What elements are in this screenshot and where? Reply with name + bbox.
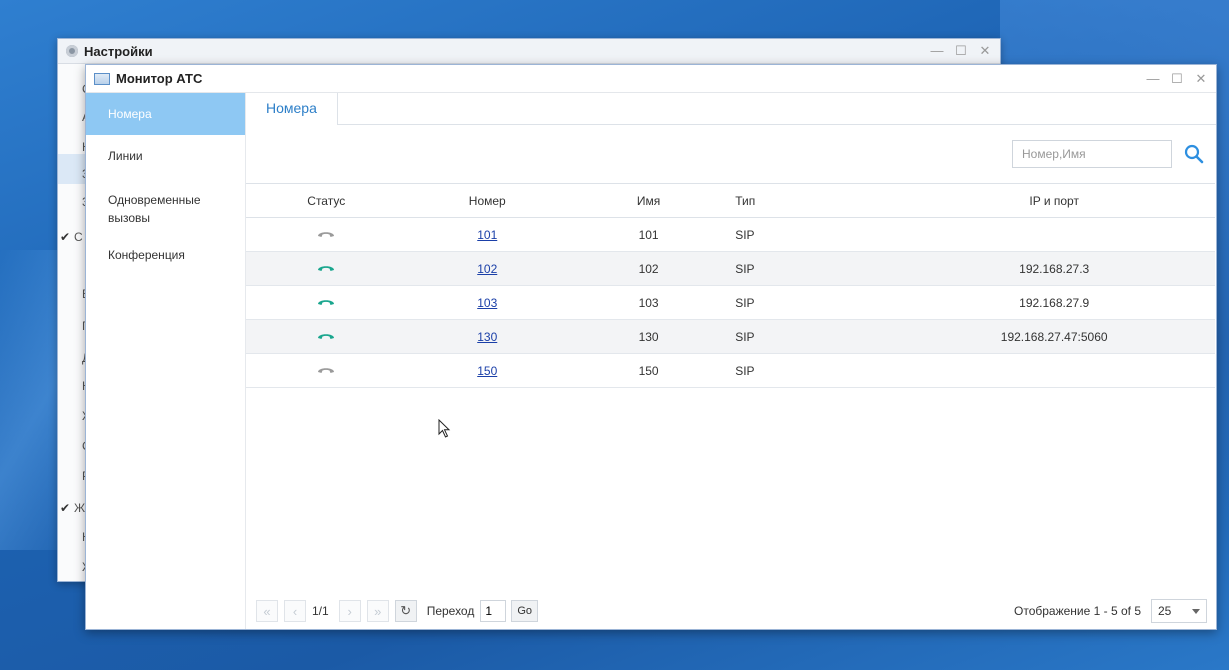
search-input[interactable]: [1012, 140, 1172, 168]
type-cell: SIP: [729, 319, 894, 354]
display-info: Отображение 1 - 5 of 5: [1014, 604, 1141, 618]
monitor-sidebar: Номера Линии Одновременные вызовы Конфер…: [86, 93, 246, 629]
phone-handset-icon: [318, 231, 335, 237]
goto-page-input[interactable]: [480, 600, 507, 622]
ip-port-cell: 192.168.27.3: [893, 251, 1215, 286]
next-page-icon[interactable]: ›: [338, 600, 361, 622]
number-cell: 102: [406, 251, 568, 286]
sidebar-item-lines[interactable]: Линии: [108, 149, 143, 163]
status-cell: [246, 217, 407, 252]
phone-handset-icon: [318, 299, 335, 305]
goto-label: Переход: [426, 604, 475, 618]
settings-titlebar[interactable]: Настройки — ☐ ✕: [58, 39, 1000, 64]
settings-sidebar-selection: [58, 154, 86, 184]
main-content: Номера Статус Номер Имя Тип IP и порт 10…: [246, 93, 1216, 629]
first-page-icon[interactable]: «: [256, 600, 278, 622]
tab-bar: Номера: [246, 93, 1216, 125]
monitor-titlebar[interactable]: Монитор АТС — ☐ ✕: [86, 65, 1216, 93]
chevron-down-icon[interactable]: ✔: [60, 501, 71, 515]
settings-sidebar-group[interactable]: C: [74, 230, 83, 244]
extension-number-link[interactable]: 150: [477, 363, 498, 378]
column-header-name[interactable]: Имя: [567, 183, 730, 218]
tab-numbers[interactable]: Номера: [246, 93, 338, 125]
page-size-select[interactable]: 25: [1151, 599, 1207, 623]
extension-number-link[interactable]: 130: [477, 329, 498, 344]
column-header-ip-port[interactable]: IP и порт: [893, 183, 1215, 218]
extension-number-link[interactable]: 102: [477, 261, 498, 276]
page-size-value: 25: [1158, 604, 1172, 618]
column-header-number[interactable]: Номер: [406, 183, 568, 218]
type-cell: SIP: [729, 285, 894, 320]
pagination: « ‹ 1/1 › » ↻ Переход Go: [256, 599, 539, 623]
phone-handset-icon: [318, 333, 335, 339]
settings-window-title: Настройки: [84, 43, 153, 59]
maximize-icon[interactable]: ☐: [1171, 70, 1183, 86]
phone-handset-icon: [318, 265, 335, 271]
status-cell: [246, 319, 407, 354]
minimize-icon[interactable]: —: [1146, 70, 1160, 86]
mouse-cursor-icon: [438, 419, 451, 438]
pbx-monitor-window: Монитор АТС — ☐ ✕ Номера Линии Одновреме…: [85, 64, 1217, 630]
column-header-type[interactable]: Тип: [729, 183, 894, 218]
table-row[interactable]: 103 103 SIP 192.168.27.9: [246, 285, 1215, 320]
type-cell: SIP: [729, 353, 894, 388]
table-row[interactable]: 130 130 SIP 192.168.27.47:5060: [246, 319, 1215, 354]
ip-port-cell: 192.168.27.9: [893, 285, 1215, 320]
close-icon[interactable]: ✕: [979, 43, 991, 58]
ip-port-cell: [893, 217, 1215, 252]
status-cell: [246, 251, 407, 286]
extension-number-link[interactable]: 103: [477, 295, 498, 310]
name-cell: 103: [567, 285, 730, 320]
settings-window-controls: — ☐ ✕: [930, 43, 992, 59]
search-icon[interactable]: [1182, 142, 1206, 166]
sidebar-item-conference[interactable]: Конференция: [108, 248, 185, 262]
minimize-icon[interactable]: —: [930, 43, 944, 58]
ip-port-cell: [893, 353, 1215, 388]
table-row[interactable]: 101 101 SIP: [246, 217, 1215, 252]
settings-sidebar-group[interactable]: Ж: [74, 501, 86, 515]
table-row[interactable]: 102 102 SIP 192.168.27.3: [246, 251, 1215, 286]
phone-handset-icon: [318, 367, 335, 373]
close-icon[interactable]: ✕: [1195, 70, 1207, 86]
extension-number-link[interactable]: 101: [477, 227, 498, 242]
last-page-icon[interactable]: »: [366, 600, 389, 622]
monitor-window-title: Монитор АТС: [116, 71, 203, 86]
gear-icon: [66, 45, 78, 57]
settings-sidebar: C A H 3 3 ✔ C B Г Д H Ж C P ✔ Ж H Ж: [58, 64, 93, 581]
sidebar-item-concurrent-calls[interactable]: Одновременные вызовы: [108, 193, 201, 225]
status-cell: [246, 353, 407, 388]
monitor-window-controls: — ☐ ✕: [1146, 71, 1208, 87]
chevron-down-icon[interactable]: ✔: [60, 230, 71, 244]
name-cell: 150: [567, 353, 730, 388]
table-header: Статус Номер Имя Тип IP и порт: [246, 183, 1215, 218]
number-cell: 101: [406, 217, 568, 252]
extensions-table: Статус Номер Имя Тип IP и порт 101 101 SIP…: [246, 183, 1215, 388]
ip-port-cell: 192.168.27.47:5060: [893, 319, 1215, 354]
column-header-status[interactable]: Статус: [246, 183, 407, 218]
go-button[interactable]: Go: [511, 600, 539, 622]
type-cell: SIP: [729, 251, 894, 286]
monitor-icon: [94, 72, 110, 85]
page-info: 1/1: [312, 604, 329, 618]
number-cell: 130: [406, 319, 568, 354]
chevron-down-icon: [1192, 608, 1200, 614]
sidebar-item-numbers[interactable]: Номера: [86, 93, 245, 135]
status-cell: [246, 285, 407, 320]
number-cell: 103: [406, 285, 568, 320]
name-cell: 101: [567, 217, 730, 252]
prev-page-icon[interactable]: ‹: [284, 600, 306, 622]
number-cell: 150: [406, 353, 568, 388]
name-cell: 130: [567, 319, 730, 354]
table-row[interactable]: 150 150 SIP: [246, 353, 1215, 388]
name-cell: 102: [567, 251, 730, 286]
type-cell: SIP: [729, 217, 894, 252]
maximize-icon[interactable]: ☐: [955, 43, 967, 58]
refresh-icon[interactable]: ↻: [394, 600, 417, 622]
